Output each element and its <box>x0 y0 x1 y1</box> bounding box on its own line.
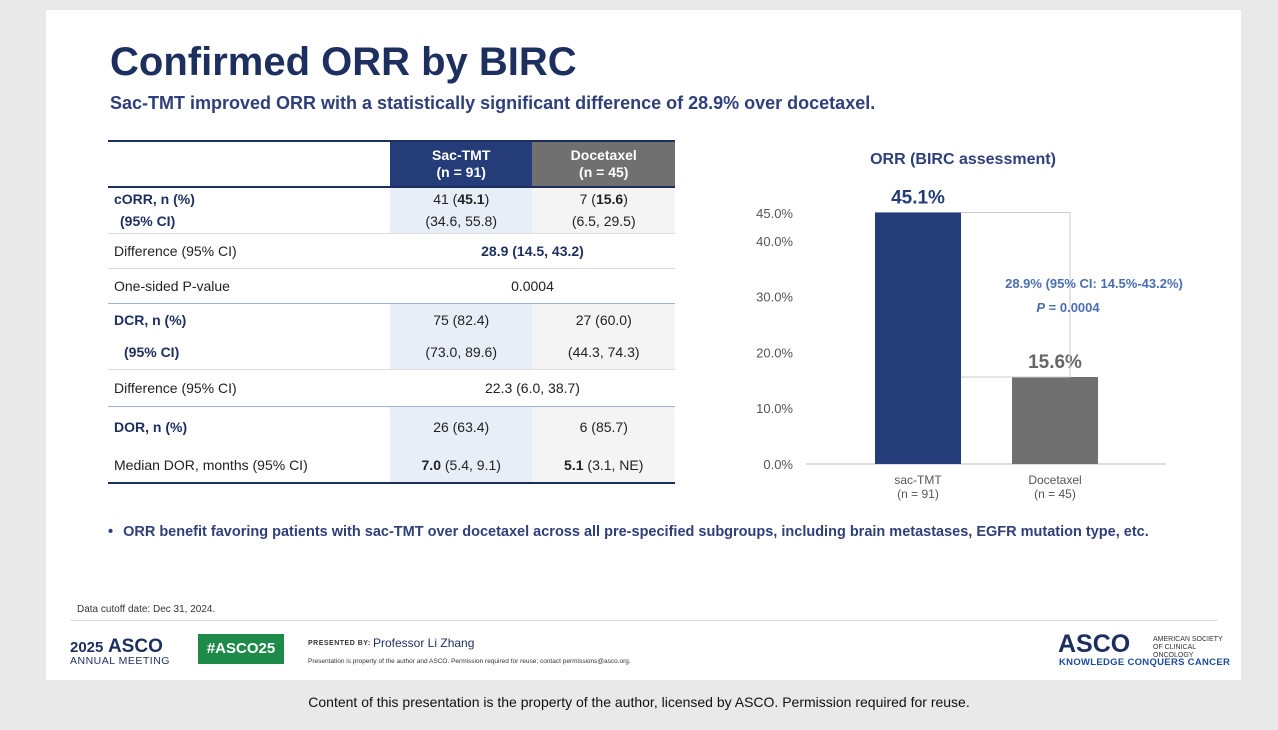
x-tick-label: sac-TMT <box>894 473 942 487</box>
bar-docetaxel <box>1012 376 1098 464</box>
cell-corr-doc-ci: (6.5, 29.5) <box>532 210 675 233</box>
row-label-dcr: DCR, n (%) <box>108 302 390 336</box>
table-row-median-dor: Median DOR, months (95% CI) 7.0 (5.4, 9.… <box>108 447 675 484</box>
pvalue-annotation: P = 0.0004 <box>1036 300 1100 315</box>
table-row-dcr-ci: (95% CI) (73.0, 89.6) (44.3, 74.3) <box>108 336 675 369</box>
cell-corr-sac: 41 (45.1) <box>389 187 533 210</box>
row-label-dcr-diff: Difference (95% CI) <box>108 368 390 406</box>
hashtag-badge: #ASCO25 <box>198 634 284 664</box>
copyright-note: Content of this presentation is the prop… <box>308 694 970 710</box>
table-row-dor: DOR, n (%) 26 (63.4) 6 (85.7) <box>108 405 675 447</box>
row-label-dor: DOR, n (%) <box>108 405 390 447</box>
cell-median-doc: 5.1 (3.1, NE) <box>532 447 675 484</box>
row-label-corr-ci: (95% CI) <box>120 213 176 230</box>
cell-dcr-sac-ci: (73.0, 89.6) <box>389 336 533 369</box>
table-row-corr-diff: Difference (95% CI) 28.9 (14.5, 43.2) <box>108 232 675 268</box>
cell-corr-doc: 7 (15.6) <box>532 187 675 210</box>
cell-dcr-doc-ci: (44.3, 74.3) <box>532 336 675 369</box>
table-header-row: Sac-TMT (n = 91) Docetaxel (n = 45) <box>108 140 675 188</box>
row-label-median-dor: Median DOR, months (95% CI) <box>108 447 390 484</box>
y-tick-label: 10.0% <box>756 401 793 416</box>
slide-title: Confirmed ORR by BIRC <box>110 40 577 84</box>
chart-title: ORR (BIRC assessment) <box>870 151 1056 168</box>
asco-meeting-logo: 2025 ASCO <box>70 636 163 657</box>
slide: Confirmed ORR by BIRC Sac-TMT improved O… <box>46 10 1241 680</box>
cell-dor-sac: 26 (63.4) <box>389 405 533 447</box>
tagline: KNOWLEDGE CONQUERS CANCER <box>1059 657 1231 668</box>
y-tick-label: 40.0% <box>756 234 793 249</box>
y-tick-label: 0.0% <box>763 457 793 472</box>
footer-divider <box>70 620 1218 621</box>
bar-value-label: 45.1% <box>891 187 945 208</box>
cell-dor-doc: 6 (85.7) <box>532 405 675 447</box>
bullet-note: • ORR benefit favoring patients with sac-… <box>108 524 1149 540</box>
society-name: AMERICAN SOCIETY OF CLINICAL ONCOLOGY <box>1153 636 1223 659</box>
table-row-corr: cORR, n (%) 41 (45.1) 7 (15.6) <box>108 187 675 210</box>
orr-bar-chart: ORR (BIRC assessment) 0.0% 10.0% 20.0% 30.0%… <box>756 151 1183 501</box>
cell-corr-sac-ci: (34.6, 55.8) <box>389 210 533 233</box>
bar-sac-tmt <box>875 212 961 464</box>
table-row-pvalue: One-sided P-value 0.0004 <box>108 267 675 303</box>
presenter-name: Professor Li Zhang <box>373 636 475 650</box>
row-label-dcr-ci: (95% CI) <box>124 344 180 361</box>
bullet-dot-icon: • <box>108 524 114 540</box>
col-header-sac-tmt: Sac-TMT (n = 91) <box>389 140 533 188</box>
difference-bracket <box>961 211 1071 378</box>
table-row-dcr: DCR, n (%) 75 (82.4) 27 (60.0) <box>108 302 675 336</box>
results-table: Sac-TMT (n = 91) Docetaxel (n = 45) cORR, … <box>108 140 675 484</box>
property-note: Presentation is property of the author a… <box>308 658 631 665</box>
slide-subtitle: Sac-TMT improved ORR with a statisticall… <box>110 93 876 113</box>
cell-corr-diff: 28.9 (14.5, 43.2) <box>389 232 675 268</box>
annual-meeting-label: ANNUAL MEETING <box>70 655 170 667</box>
cell-dcr-diff: 22.3 (6.0, 38.7) <box>389 368 675 406</box>
presented-by-label: PRESENTED BY: <box>308 640 371 647</box>
row-label-corr: cORR, n (%) <box>114 191 195 207</box>
row-label-corr-diff: Difference (95% CI) <box>108 232 390 268</box>
x-tick-sublabel: (n = 45) <box>1034 487 1076 501</box>
y-tick-label: 20.0% <box>756 345 793 360</box>
cell-dcr-sac: 75 (82.4) <box>389 302 533 336</box>
asco-society-logo: ASCO <box>1058 630 1131 658</box>
table-row-corr-ci: (95% CI) (34.6, 55.8) (6.5, 29.5) <box>108 210 675 233</box>
table-row-dcr-diff: Difference (95% CI) 22.3 (6.0, 38.7) <box>108 368 675 406</box>
col-header-docetaxel: Docetaxel (n = 45) <box>532 140 675 188</box>
x-tick-label: Docetaxel <box>1028 473 1081 487</box>
y-tick-label: 45.0% <box>756 206 793 221</box>
cell-median-sac: 7.0 (5.4, 9.1) <box>389 447 533 484</box>
row-label-pvalue: One-sided P-value <box>108 267 390 303</box>
cell-pvalue: 0.0004 <box>389 267 675 303</box>
data-cutoff-note: Data cutoff date: Dec 31, 2024. <box>77 604 216 615</box>
table-header-empty <box>108 140 390 188</box>
x-tick-sublabel: (n = 91) <box>897 487 939 501</box>
difference-annotation: 28.9% (95% CI: 14.5%-43.2%) <box>1005 276 1183 291</box>
bar-value-label: 15.6% <box>1028 352 1082 373</box>
y-tick-label: 30.0% <box>756 290 793 305</box>
cell-dcr-doc: 27 (60.0) <box>532 302 675 336</box>
